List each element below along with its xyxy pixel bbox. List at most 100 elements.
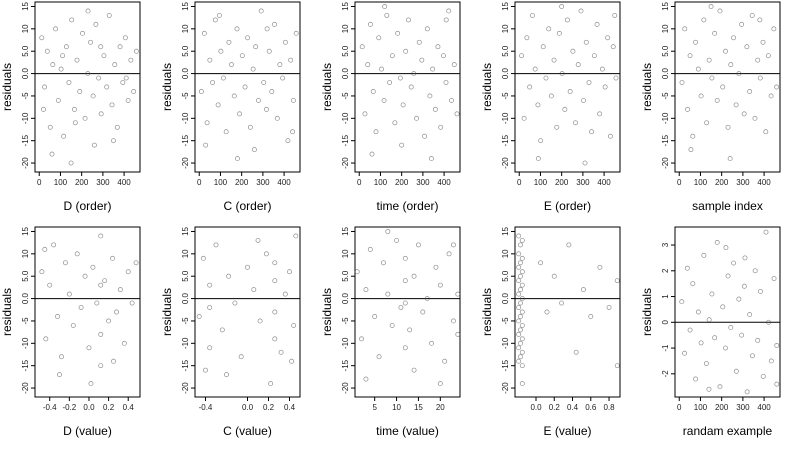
x-tick-label: 300 [416, 178, 430, 187]
data-point [519, 309, 525, 315]
data-point [82, 273, 88, 279]
y-tick-label: 15 [181, 226, 190, 235]
data-point [415, 242, 421, 248]
data-point [516, 291, 522, 297]
data-point [354, 269, 360, 275]
data-point [446, 8, 452, 14]
data-point [706, 57, 712, 63]
data-point [755, 57, 761, 63]
data-point [685, 106, 690, 112]
data-point [128, 57, 134, 63]
data-point [614, 363, 620, 369]
data-point [723, 245, 729, 251]
x-tick-label: 0.0 [83, 403, 95, 412]
data-point [90, 264, 96, 270]
data-point [422, 133, 428, 139]
data-point [524, 35, 530, 41]
y-tick-label: 15 [661, 1, 670, 10]
data-point [60, 53, 66, 59]
data-point [373, 129, 379, 135]
data-point [106, 12, 112, 18]
x-axis-title: C (value) [223, 424, 272, 438]
data-point [424, 296, 430, 302]
data-point [204, 120, 210, 126]
data-point [359, 44, 365, 50]
data-point [586, 80, 592, 85]
data-point [516, 278, 522, 284]
data-point [111, 358, 116, 364]
data-point [70, 322, 76, 328]
data-point [196, 314, 202, 319]
x-tick-label: 200 [715, 403, 729, 412]
data-point [58, 66, 64, 72]
data-point [684, 265, 690, 271]
x-tick-label: 400 [757, 403, 771, 412]
y-tick-label: -20 [501, 157, 510, 169]
y-tick-label: 5.0 [181, 45, 190, 57]
data-point [546, 26, 552, 32]
x-tick-label: 400 [437, 178, 451, 187]
data-point [720, 84, 726, 90]
data-point [293, 233, 299, 239]
y-tick-label: 15 [21, 1, 30, 10]
data-point [591, 53, 597, 59]
data-point [581, 287, 586, 293]
data-point [238, 354, 244, 360]
data-point [744, 44, 750, 50]
data-point [771, 26, 777, 32]
x-tick-label: 0.6 [585, 403, 597, 412]
data-point [363, 287, 369, 293]
data-point [53, 26, 59, 32]
data-point [96, 75, 102, 81]
data-point [419, 57, 425, 63]
data-point [687, 327, 693, 333]
data-point [121, 340, 127, 346]
x-tick-label: -0.2 [62, 403, 76, 412]
data-point [55, 314, 61, 319]
data-point [706, 317, 712, 323]
y-tick-label: 10 [181, 24, 190, 33]
data-point [402, 278, 408, 284]
data-point [774, 343, 780, 348]
data-point [544, 309, 550, 315]
x-tick-label: 0 [357, 178, 362, 187]
data-point [518, 300, 523, 306]
data-point [771, 276, 777, 281]
y-tick-label: -5 [501, 92, 510, 100]
data-point [207, 345, 213, 351]
data-point [74, 251, 80, 257]
x-tick-label: 300 [736, 403, 750, 412]
x-axis-title: E (value) [543, 424, 591, 438]
data-point [519, 322, 525, 328]
data-point [516, 345, 522, 351]
x-tick-label: -0.4 [43, 403, 57, 412]
data-point [455, 331, 461, 337]
panel-3: 0 100 200 300 400 -20 -15 -10 -5 0.0 5.0 10 15 time (… [320, 1, 461, 213]
data-point [760, 39, 766, 45]
y-tick-label: 0.0 [181, 292, 190, 304]
data-point [564, 17, 570, 23]
panel-4: 0 100 200 300 400 -20 -15 -10 -5 0.0 5.0 10 15 E (ord… [480, 1, 621, 213]
y-tick-label: 0.0 [341, 292, 350, 304]
x-tick-label: 200 [75, 178, 89, 187]
data-point [695, 309, 701, 315]
x-tick-label: 15 [414, 403, 423, 412]
data-point [709, 75, 715, 81]
y-axis-title: residuals [640, 63, 654, 111]
y-axis-title: residuals [480, 288, 494, 336]
data-point [207, 282, 213, 288]
x-tick-label: 0.4 [567, 403, 579, 412]
data-point [59, 354, 64, 360]
data-point [521, 115, 527, 121]
data-point [387, 80, 393, 85]
x-tick-label: 400 [277, 178, 291, 187]
panel-6: -0.4 -0.2 0.0 0.2 0.4 -20 -15 -10 -5 0.0 5.0 10 15 D … [0, 226, 141, 438]
data-point [384, 12, 390, 18]
data-point [535, 102, 541, 108]
data-point [402, 345, 408, 351]
data-point [379, 66, 384, 72]
data-point [559, 71, 565, 77]
y-tick-label: -10 [181, 337, 190, 349]
data-point [245, 35, 251, 41]
data-point [582, 160, 588, 166]
